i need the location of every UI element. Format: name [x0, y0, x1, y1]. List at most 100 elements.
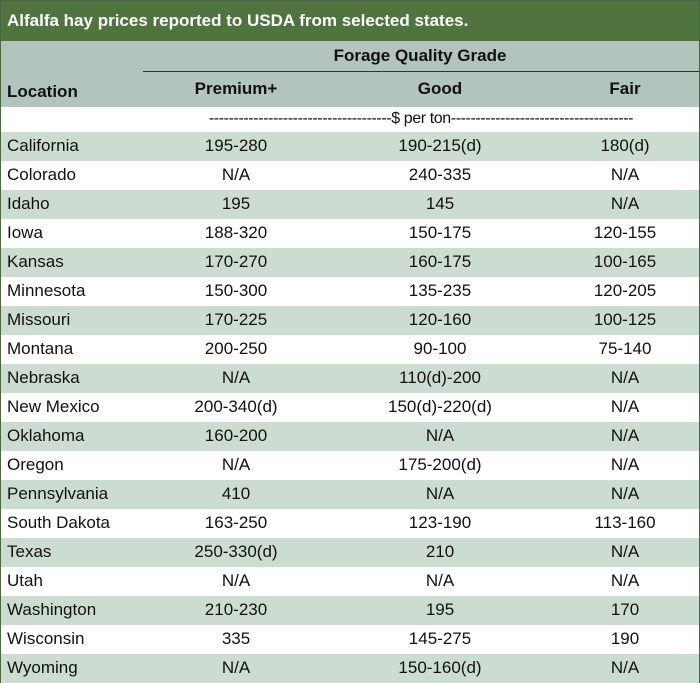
location-cell: New Mexico — [1, 392, 143, 422]
fair-price-cell: N/A — [551, 160, 700, 190]
table-row: Wisconsin 335 145-275 190 — [1, 624, 700, 654]
location-cell: Missouri — [1, 305, 143, 335]
table-row: Minnesota 150-300 135-235 120-205 — [1, 276, 700, 306]
good-price-cell: 123-190 — [329, 508, 551, 538]
table-row: Nebraska N/A 110(d)-200 N/A — [1, 363, 700, 393]
location-cell: Nebraska — [1, 363, 143, 393]
location-cell: South Dakota — [1, 508, 143, 538]
fair-price-cell: N/A — [551, 479, 700, 509]
location-cell: Wisconsin — [1, 624, 143, 654]
good-price-cell: 145-275 — [329, 624, 551, 654]
good-price-cell: 190-215(d) — [329, 131, 551, 161]
table-row: Missouri 170-225 120-160 100-125 — [1, 305, 700, 335]
table-row: Idaho 195 145 N/A — [1, 189, 700, 219]
good-price-cell: 160-175 — [329, 247, 551, 277]
location-cell: Montana — [1, 334, 143, 364]
fair-price-cell: N/A — [551, 392, 700, 422]
table-row: Iowa 188-320 150-175 120-155 — [1, 218, 700, 248]
premium-price-cell: 335 — [143, 624, 329, 654]
price-table: Forage Quality Grade Location Premium+ G… — [1, 41, 700, 683]
table-row: South Dakota 163-250 123-190 113-160 — [1, 508, 700, 538]
unit-label: -------------------------------------$ p… — [143, 106, 700, 132]
good-price-cell: 175-200(d) — [329, 450, 551, 480]
location-cell: Utah — [1, 566, 143, 596]
table-row: Colorado N/A 240-335 N/A — [1, 160, 700, 190]
location-cell: Washington — [1, 595, 143, 625]
premium-price-cell: 170-225 — [143, 305, 329, 335]
premium-price-cell: 250-330(d) — [143, 537, 329, 567]
location-cell: Oregon — [1, 450, 143, 480]
good-price-cell: 135-235 — [329, 276, 551, 306]
table-row: Utah N/A N/A N/A — [1, 566, 700, 596]
table-row: Washington 210-230 195 170 — [1, 595, 700, 625]
good-price-cell: N/A — [329, 566, 551, 596]
good-price-cell: 150-175 — [329, 218, 551, 248]
premium-price-cell: 210-230 — [143, 595, 329, 625]
fair-price-cell: 100-125 — [551, 305, 700, 335]
table-row: Oregon N/A 175-200(d) N/A — [1, 450, 700, 480]
table-row: California 195-280 190-215(d) 180(d) — [1, 131, 700, 161]
table-row: New Mexico 200-340(d) 150(d)-220(d) N/A — [1, 392, 700, 422]
good-price-cell: 240-335 — [329, 160, 551, 190]
fair-price-cell: N/A — [551, 189, 700, 219]
fair-price-cell: N/A — [551, 421, 700, 451]
unit-row-spacer — [1, 106, 143, 132]
unit-row: -------------------------------------$ p… — [1, 106, 700, 132]
fair-price-cell: 75-140 — [551, 334, 700, 364]
good-price-cell: 195 — [329, 595, 551, 625]
fair-price-cell: 180(d) — [551, 131, 700, 161]
premium-price-cell: 195 — [143, 189, 329, 219]
location-cell: Idaho — [1, 189, 143, 219]
good-price-cell: 145 — [329, 189, 551, 219]
premium-price-cell: 160-200 — [143, 421, 329, 451]
premium-price-cell: N/A — [143, 653, 329, 683]
header-group-row: Forage Quality Grade — [1, 41, 700, 72]
premium-column-header: Premium+ — [143, 71, 329, 107]
fair-price-cell: 120-205 — [551, 276, 700, 306]
fair-price-cell: 100-165 — [551, 247, 700, 277]
good-price-cell: N/A — [329, 421, 551, 451]
good-price-cell: 120-160 — [329, 305, 551, 335]
location-cell: Texas — [1, 537, 143, 567]
premium-price-cell: 163-250 — [143, 508, 329, 538]
table-row: Wyoming N/A 150-160(d) N/A — [1, 653, 700, 683]
fair-price-cell: 113-160 — [551, 508, 700, 538]
good-price-cell: N/A — [329, 479, 551, 509]
table-row: Texas 250-330(d) 210 N/A — [1, 537, 700, 567]
fair-price-cell: N/A — [551, 653, 700, 683]
table-row: Oklahoma 160-200 N/A N/A — [1, 421, 700, 451]
fair-price-cell: N/A — [551, 566, 700, 596]
forage-quality-grade-heading: Forage Quality Grade — [1, 41, 700, 72]
location-cell: Wyoming — [1, 653, 143, 683]
fair-column-header: Fair — [551, 71, 700, 107]
good-price-cell: 210 — [329, 537, 551, 567]
header-column-row: Location Premium+ Good Fair — [1, 71, 700, 107]
premium-price-cell: 188-320 — [143, 218, 329, 248]
premium-price-cell: N/A — [143, 160, 329, 190]
location-cell: Pennsylvania — [1, 479, 143, 509]
good-price-cell: 110(d)-200 — [329, 363, 551, 393]
fair-price-cell: 170 — [551, 595, 700, 625]
premium-price-cell: 150-300 — [143, 276, 329, 306]
table-row: Kansas 170-270 160-175 100-165 — [1, 247, 700, 277]
premium-price-cell: 410 — [143, 479, 329, 509]
table-row: Pennsylvania 410 N/A N/A — [1, 479, 700, 509]
fair-price-cell: N/A — [551, 363, 700, 393]
location-cell: California — [1, 131, 143, 161]
fair-price-cell: N/A — [551, 450, 700, 480]
premium-price-cell: 170-270 — [143, 247, 329, 277]
fair-price-cell: N/A — [551, 537, 700, 567]
good-price-cell: 150(d)-220(d) — [329, 392, 551, 422]
location-cell: Iowa — [1, 218, 143, 248]
location-cell: Oklahoma — [1, 421, 143, 451]
location-column-header: Location — [1, 71, 143, 107]
premium-price-cell: N/A — [143, 450, 329, 480]
premium-price-cell: N/A — [143, 363, 329, 393]
premium-price-cell: N/A — [143, 566, 329, 596]
location-cell: Colorado — [1, 160, 143, 190]
premium-price-cell: 200-340(d) — [143, 392, 329, 422]
good-price-cell: 90-100 — [329, 334, 551, 364]
good-price-cell: 150-160(d) — [329, 653, 551, 683]
table-title: Alfalfa hay prices reported to USDA from… — [1, 1, 699, 41]
fair-price-cell: 190 — [551, 624, 700, 654]
